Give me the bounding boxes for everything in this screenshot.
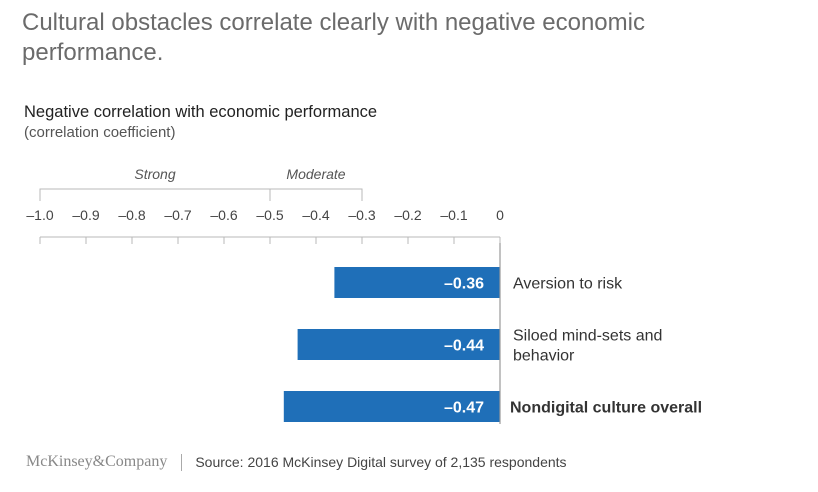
tick-label: –1.0	[26, 207, 53, 223]
tick-label: –0.1	[440, 207, 467, 223]
source-note: Source: 2016 McKinsey Digital survey of …	[195, 454, 567, 470]
bar	[297, 329, 500, 360]
range-label-0: Strong	[134, 166, 175, 182]
bar-category-label: behavior	[513, 348, 575, 365]
page-title: Cultural obstacles correlate clearly wit…	[22, 9, 645, 66]
footer: McKinsey&Company Source: 2016 McKinsey D…	[26, 452, 567, 472]
range-bracket-0	[39, 188, 271, 201]
bar	[334, 267, 500, 298]
bar-category-label: Siloed mind-sets and	[513, 328, 662, 345]
tick-label: –0.2	[394, 207, 421, 223]
bar-category-label: Aversion to risk	[513, 276, 623, 293]
tick-label: –0.3	[348, 207, 375, 223]
tick-label: –0.8	[118, 207, 145, 223]
bar-value-label: –0.47	[444, 400, 484, 417]
tick-label: 0	[496, 207, 504, 223]
bar-category-label: Nondigital culture overall	[510, 400, 702, 417]
tick-label: –0.5	[256, 207, 283, 223]
chart-unit: (correlation coefficient)	[24, 124, 176, 141]
company-logo: McKinsey&Company	[26, 453, 168, 470]
chart-title: Negative correlation with economic perfo…	[24, 103, 378, 121]
tick-label: –0.4	[302, 207, 329, 223]
tick-label: –0.7	[164, 207, 191, 223]
range-bracket-1	[269, 188, 363, 201]
range-label-1: Moderate	[286, 166, 345, 182]
bar-value-label: –0.44	[444, 338, 484, 355]
bar-value-label: –0.36	[444, 276, 484, 293]
footer-divider	[181, 453, 183, 471]
bar	[283, 391, 500, 422]
tick-label: –0.9	[72, 207, 99, 223]
bar-chart: Strong Moderate –1.0 –0.9 –0.8 –0.7 –0.6 –0.5 –0…	[26, 166, 702, 424]
tick-label: –0.6	[210, 207, 237, 223]
